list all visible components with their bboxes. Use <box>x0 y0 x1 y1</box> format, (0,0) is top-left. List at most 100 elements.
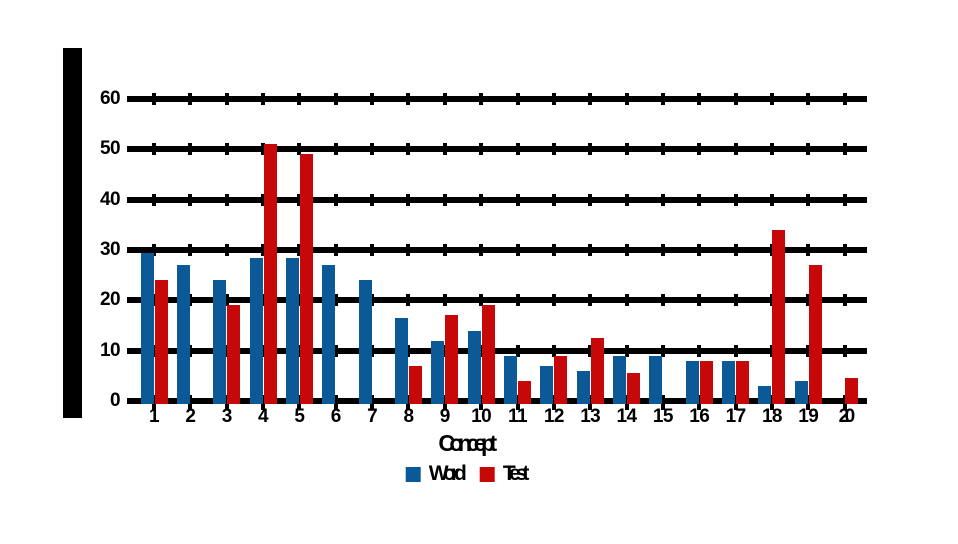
gridline-tick <box>333 93 338 105</box>
x-tick <box>188 398 193 410</box>
gridline-tick <box>842 294 847 307</box>
gridline-tick <box>515 244 520 256</box>
legend: Word Test <box>405 462 530 486</box>
gridline-tick <box>333 294 338 307</box>
x-tick <box>769 398 774 410</box>
gridline-tick <box>479 143 484 156</box>
x-tick <box>370 398 375 410</box>
gridline-tick <box>515 344 520 357</box>
bar-test-1 <box>154 280 168 404</box>
gridline-tick <box>370 244 375 256</box>
y-axis-title-blob <box>63 48 82 418</box>
x-tick-label: 13 <box>580 406 601 427</box>
bar-test-5 <box>299 154 313 404</box>
gridline-tick <box>624 294 629 307</box>
gridline-tick <box>152 193 156 206</box>
x-tick <box>261 398 266 410</box>
gridline-tick <box>551 294 556 307</box>
gridline-tick <box>442 244 447 256</box>
gridline-tick <box>442 193 447 206</box>
y-tick-label: 30 <box>100 239 121 260</box>
gridline-tick <box>297 143 302 156</box>
gridline-tick <box>224 344 229 357</box>
legend-item-series2: Test <box>479 462 530 486</box>
x-tick <box>588 398 593 410</box>
x-tick-label: 19 <box>798 406 819 427</box>
bar-test-9 <box>445 315 459 404</box>
gridline-y20 <box>127 297 867 304</box>
gridline-tick <box>152 244 156 256</box>
gridline-tick <box>842 93 847 105</box>
bar-word-3 <box>213 280 227 404</box>
gridline-tick <box>406 294 411 307</box>
gridline-tick <box>697 93 702 105</box>
gridline-tick <box>515 294 520 307</box>
gridline-tick <box>479 193 484 206</box>
gridline-tick <box>697 143 702 156</box>
bar-test-12 <box>554 355 568 404</box>
x-tick <box>624 398 629 410</box>
gridline-tick <box>297 294 302 307</box>
bar-word-18 <box>758 385 772 404</box>
x-tick-label: 1 <box>149 406 160 427</box>
bar-word-1 <box>140 252 154 404</box>
gridline-tick <box>769 294 774 307</box>
bar-word-13 <box>576 370 590 404</box>
bar-test-13 <box>590 338 604 404</box>
bar-word-17 <box>722 360 736 404</box>
x-tick-label: 11 <box>508 406 528 427</box>
bar-test-18 <box>772 229 786 404</box>
x-tick <box>406 398 411 410</box>
gridline-tick <box>370 344 375 357</box>
bar-word-7 <box>358 280 372 404</box>
x-tick <box>152 398 156 410</box>
gridline-tick <box>261 244 266 256</box>
gridline-tick <box>188 93 193 105</box>
gridline-tick <box>624 93 629 105</box>
bar-test-3 <box>227 305 241 404</box>
legend-item-series1: Word <box>405 462 467 486</box>
gridline-tick <box>152 294 156 307</box>
gridline-tick <box>660 344 665 357</box>
x-tick-label: 3 <box>221 406 233 427</box>
gridline-tick <box>479 344 484 357</box>
gridline-tick <box>333 193 338 206</box>
legend-label-series2: Test <box>502 462 530 485</box>
y-tick-label: 50 <box>100 138 121 160</box>
gridline-tick <box>188 294 193 307</box>
x-tick-label: 14 <box>616 406 638 427</box>
x-tick-label: 2 <box>185 406 196 427</box>
gridline-y60 <box>127 96 867 102</box>
gridline-tick <box>224 244 229 256</box>
gridline-tick <box>806 244 811 256</box>
gridline-tick <box>624 344 629 357</box>
gridline-tick <box>297 193 302 206</box>
gridline-tick <box>333 143 338 156</box>
gridline-y0 <box>127 398 867 404</box>
gridline-y10 <box>127 347 867 354</box>
gridline-tick <box>261 193 266 206</box>
gridline-tick <box>406 93 411 105</box>
gridline-tick <box>297 93 302 105</box>
gridline-tick <box>551 93 556 105</box>
gridline-tick <box>660 193 665 206</box>
gridline-tick <box>697 344 702 357</box>
gridline-tick <box>842 244 847 256</box>
gridline-tick <box>733 93 738 105</box>
bar-word-4 <box>249 257 263 404</box>
gridline-tick <box>224 143 229 156</box>
gridline-tick <box>842 143 847 156</box>
x-tick <box>660 398 665 410</box>
gridline-tick <box>333 344 338 357</box>
x-tick <box>551 398 556 410</box>
x-tick <box>479 398 484 410</box>
bar-test-20 <box>845 378 859 404</box>
gridline-tick <box>588 294 593 307</box>
gridline-tick <box>261 344 266 357</box>
gridline-tick <box>660 93 665 105</box>
gridline-tick <box>624 244 629 256</box>
gridline-tick <box>660 143 665 156</box>
gridline-tick <box>806 294 811 307</box>
gridline-tick <box>442 294 447 307</box>
y-tick-label: 20 <box>100 289 121 311</box>
